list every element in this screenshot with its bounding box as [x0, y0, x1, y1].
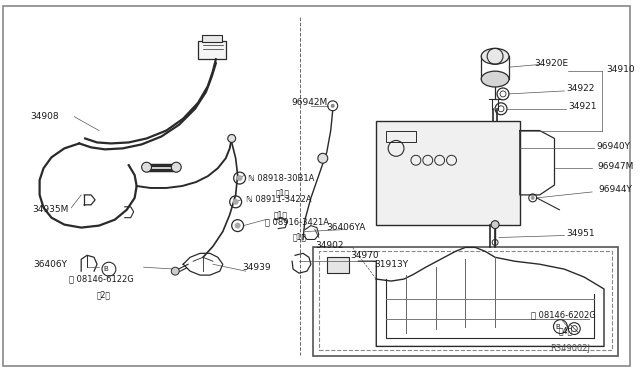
Text: 34921: 34921 — [568, 102, 597, 111]
Text: 〈1〉: 〈1〉 — [293, 232, 307, 241]
Text: Ⓑ 08146-6122G: Ⓑ 08146-6122G — [69, 275, 134, 283]
Text: ℕ 08918-30B1A: ℕ 08918-30B1A — [248, 174, 314, 183]
Text: 34920E: 34920E — [534, 59, 569, 68]
Text: 34922: 34922 — [566, 84, 595, 93]
Text: 36406Y: 36406Y — [34, 260, 68, 269]
Text: 〈2〉: 〈2〉 — [97, 291, 111, 299]
Text: Ⓑ 08146-6202G: Ⓑ 08146-6202G — [531, 310, 595, 319]
Circle shape — [228, 135, 236, 142]
Text: 31913Y: 31913Y — [374, 260, 408, 269]
Circle shape — [237, 175, 243, 181]
Circle shape — [172, 267, 179, 275]
Bar — [376, 121, 520, 225]
Bar — [319, 251, 612, 350]
Ellipse shape — [481, 71, 509, 87]
Text: 96940Y: 96940Y — [596, 142, 630, 151]
Bar — [386, 131, 416, 142]
Text: 34951: 34951 — [566, 229, 595, 238]
Bar — [327, 257, 349, 273]
Text: 34939: 34939 — [243, 263, 271, 272]
Circle shape — [141, 162, 152, 172]
Text: 34902: 34902 — [315, 241, 344, 250]
Circle shape — [172, 162, 181, 172]
Text: 〈4〉: 〈4〉 — [559, 326, 573, 335]
Text: 〈1〉: 〈1〉 — [275, 189, 289, 198]
Bar — [198, 41, 226, 59]
Text: B: B — [104, 266, 108, 272]
Text: 96944Y: 96944Y — [598, 186, 632, 195]
Bar — [202, 35, 222, 42]
Text: 34935M: 34935M — [33, 205, 69, 214]
Text: 96942M: 96942M — [291, 98, 328, 108]
Text: 36406YA: 36406YA — [327, 223, 366, 232]
Circle shape — [235, 222, 241, 228]
Circle shape — [491, 221, 499, 228]
Ellipse shape — [481, 48, 509, 64]
Text: ℕ 08911-3422A: ℕ 08911-3422A — [246, 195, 311, 204]
Text: 96947M: 96947M — [597, 162, 634, 171]
Text: R349002J: R349002J — [550, 344, 591, 353]
Bar — [313, 247, 618, 356]
Text: 〈1〉: 〈1〉 — [273, 210, 287, 219]
Circle shape — [233, 199, 239, 205]
Text: B: B — [555, 324, 560, 330]
Text: Ⓦ 08916-3421A: Ⓦ 08916-3421A — [266, 217, 330, 226]
Text: 34910: 34910 — [606, 65, 635, 74]
Circle shape — [331, 104, 335, 108]
Circle shape — [318, 153, 328, 163]
Text: 34908: 34908 — [31, 112, 60, 121]
Circle shape — [531, 196, 534, 200]
Text: 34970: 34970 — [351, 251, 379, 260]
